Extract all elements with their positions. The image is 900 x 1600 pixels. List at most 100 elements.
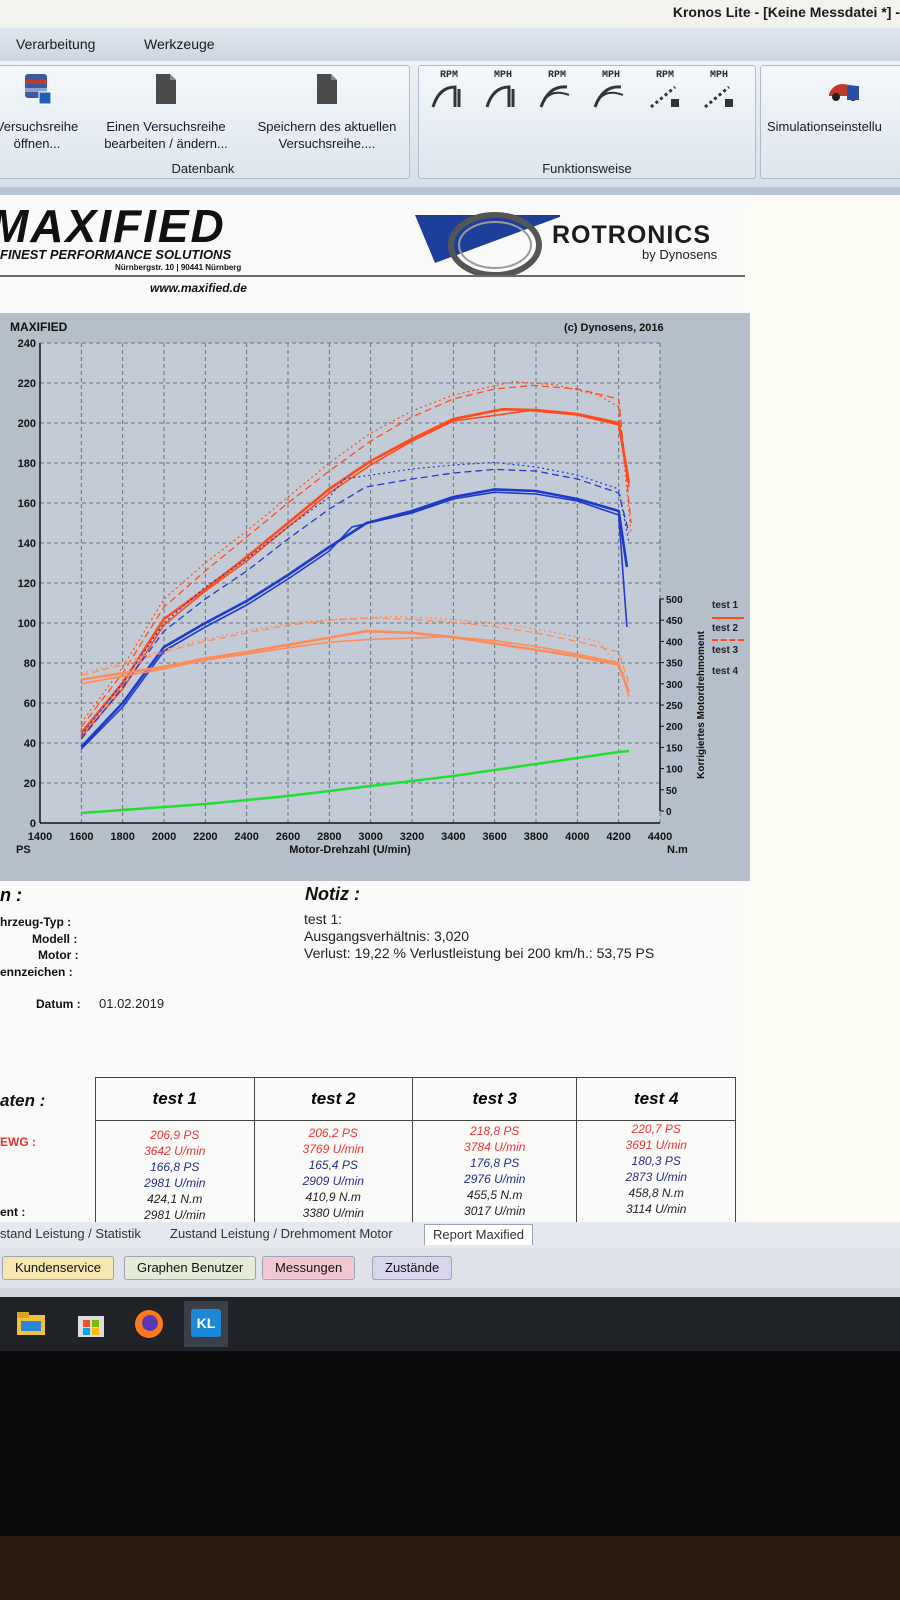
y-tick-label-right: 450: [666, 616, 683, 627]
x-axis-label: Motor-Drehzahl (U/min): [289, 844, 411, 856]
status-sliver: [0, 1288, 900, 1297]
table-row-header: aten :: [0, 1091, 46, 1110]
t3-power: 218,8 PS: [470, 1124, 520, 1138]
y-tick-label-left: 240: [18, 338, 36, 350]
x-tick-label: 4000: [565, 831, 589, 843]
t2-torque-rpm: 3380 U/min: [302, 1206, 364, 1220]
menu-verarbeitung[interactable]: Verarbeitung: [16, 36, 96, 52]
y-tick-label-right: 500: [666, 595, 683, 606]
y-tick-label-right: 250: [666, 701, 683, 712]
ribbon-group-simulation: Simulationseinstellu: [760, 65, 900, 179]
open-series-label-2: öffnen...: [13, 136, 61, 151]
fn-caption-4: MPH: [601, 70, 620, 81]
y-tick-label-right: 100: [666, 765, 683, 776]
fn-rpm-dotted-button[interactable]: RPM: [641, 70, 689, 116]
ribbon-group-datenbank: Versuchsreihe öffnen... Einen Versuchsre…: [0, 65, 410, 179]
monitor-bezel: [0, 1351, 900, 1536]
tab-leistung-drehmoment[interactable]: Zustand Leistung / Drehmoment Motor: [170, 1226, 393, 1241]
results-table: aten : EWG : ent : test 1 test 2 test 3 …: [0, 1077, 736, 1222]
group-label-funktionsweise: Funktionsweise: [542, 161, 632, 176]
x-tick-label: 2000: [152, 831, 176, 843]
t4-power-rpm: 3691 U/min: [625, 1138, 687, 1152]
right-pane: [750, 195, 900, 1222]
fn-rpm-power-button[interactable]: RPM: [425, 70, 473, 116]
t1-wheel-rpm: 2981 U/min: [144, 1176, 206, 1190]
x-tick-label: 3200: [400, 831, 424, 843]
tab-messungen[interactable]: Messungen: [262, 1256, 356, 1280]
x-tick-label: 4400: [648, 831, 672, 843]
menu-werkzeuge[interactable]: Werkzeuge: [144, 36, 215, 52]
dyno-chart: MAXIFIED (c) Dynosens, 2016 1400 1600 1800 20…: [0, 313, 750, 881]
store-icon[interactable]: [74, 1307, 108, 1341]
desk-background: [0, 1536, 900, 1600]
t3-wheel-rpm: 2976 U/min: [464, 1172, 526, 1186]
t1-power: 206,9 PS: [150, 1128, 200, 1142]
edit-series-label-1: Einen Versuchsreihe: [106, 119, 226, 134]
ribbon: Versuchsreihe öffnen... Einen Versuchsre…: [0, 61, 900, 187]
rotronics-logo: ROTRONICS: [552, 221, 711, 249]
torque-curve-icon-2: [593, 85, 624, 108]
fn-mph-torque-button[interactable]: MPH: [587, 70, 635, 116]
legend-test-3: test 3: [712, 645, 739, 656]
notiz-text: test 1: Ausgangsverhältnis: 3,020 Verlus…: [304, 911, 654, 962]
save-series-button[interactable]: Speichern des aktuellen Versuchsreihe...…: [243, 72, 411, 152]
t4-power: 220,7 PS: [631, 1122, 681, 1136]
y-tick-label-right: 0: [666, 807, 672, 818]
legend-test-1: test 1: [712, 596, 744, 619]
fn-caption-6: MPH: [709, 70, 728, 81]
table-label-torque: ent :: [0, 1205, 26, 1219]
tab-report-maxified[interactable]: Report Maxified: [424, 1224, 534, 1245]
series-torque-test-1: [81, 629, 631, 693]
fn-mph-dotted-button[interactable]: MPH: [695, 70, 743, 116]
database-open-icon: [21, 72, 53, 106]
file-explorer-icon[interactable]: [14, 1307, 48, 1341]
y-axis-right-unit: N.m: [667, 844, 688, 856]
y-tick-label-left: 120: [18, 578, 36, 590]
edit-series-button[interactable]: Einen Versuchsreihe bearbeiten / ändern.…: [93, 72, 239, 152]
x-tick-label: 1400: [28, 831, 52, 843]
x-tick-label: 2800: [317, 831, 341, 843]
notiz-line-2: Ausgangsverhältnis: 3,020: [304, 928, 469, 944]
y-tick-label-left: 100: [18, 618, 36, 630]
y-tick-label-left: 200: [18, 418, 36, 430]
open-series-button[interactable]: Versuchsreihe öffnen...: [0, 72, 87, 152]
simulation-settings-button[interactable]: Simulationseinstellu: [767, 72, 900, 135]
y-axis-left-unit: PS: [16, 844, 31, 856]
field-plate: ennzeichen :: [0, 965, 73, 979]
series-power-test-2: [80, 409, 630, 738]
chart-title-left: MAXIFIED: [10, 320, 68, 334]
x-tick-label: 3600: [482, 831, 506, 843]
x-tick-label: 3800: [524, 831, 548, 843]
col-header-test-3: test 3: [411, 1077, 578, 1121]
field-vehicle-type: hrzeug-Typ :: [0, 915, 72, 929]
tab-zustaende[interactable]: Zustände: [372, 1256, 453, 1280]
y-tick-label-left: 160: [18, 498, 36, 510]
x-tick-label: 3000: [358, 831, 382, 843]
t3-wheel: 176,8 PS: [470, 1156, 520, 1170]
y-tick-label-left: 180: [18, 458, 36, 470]
y-tick-label-left: 60: [24, 698, 36, 710]
tab-kundenservice[interactable]: Kundenservice: [2, 1256, 114, 1280]
x-tick-label: 2600: [276, 831, 300, 843]
fn-rpm-torque-button[interactable]: RPM: [533, 70, 581, 116]
kronos-app-taskbar-button[interactable]: KL: [184, 1301, 228, 1347]
firefox-icon[interactable]: [132, 1307, 166, 1341]
x-tick-label: 3400: [441, 831, 465, 843]
window-title: Kronos Lite - [Keine Messdatei *] -: [672, 4, 900, 20]
tab-graphen-benutzer[interactable]: Graphen Benutzer: [124, 1256, 257, 1280]
y-tick-label-right: 200: [666, 722, 683, 733]
t2-power: 206,2 PS: [308, 1126, 358, 1140]
t3-torque-rpm: 3017 U/min: [464, 1204, 526, 1218]
y-tick-label-left: 40: [24, 738, 36, 750]
t2-torque: 410,9 N.m: [305, 1190, 361, 1204]
menu-bar: Verarbeitung Werkzeuge: [0, 28, 900, 61]
tab-leistung-statistik[interactable]: stand Leistung / Statistik: [0, 1226, 141, 1241]
edit-series-label-2: bearbeiten / ändern...: [104, 136, 228, 151]
y-tick-label-left: 80: [24, 658, 36, 670]
fn-mph-power-button[interactable]: MPH: [479, 70, 527, 116]
date-value: 01.02.2019: [99, 996, 165, 1011]
legend-test-2: test 2: [712, 619, 744, 641]
t2-wheel: 165,4 PS: [308, 1158, 358, 1172]
simulation-settings-label: Simulationseinstellu: [767, 119, 882, 134]
